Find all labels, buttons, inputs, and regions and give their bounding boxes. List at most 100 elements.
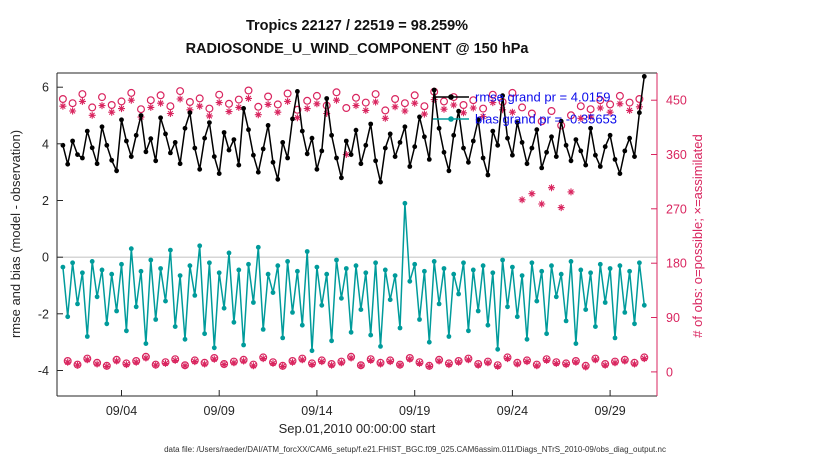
x-axis-label: Sep.01,2010 00:00:00 start: [279, 421, 436, 436]
assimilated-obs-asterisk-icon: [523, 358, 531, 366]
rmse-line-dot-icon: [529, 145, 535, 151]
bias-line-dot-icon: [539, 268, 545, 274]
rmse-line-dot-icon: [104, 142, 110, 148]
bias-line-dot-icon: [124, 328, 129, 334]
bias-line-dot-icon: [80, 270, 85, 276]
assimilated-obs-asterisk-icon: [118, 105, 125, 113]
legend-label-rmse: rmse grand pr = 4.0159: [475, 90, 611, 105]
rmse-line-dot-icon: [211, 154, 217, 160]
bias-line-dot-icon: [275, 263, 281, 269]
bias-line-dot-icon: [216, 270, 222, 276]
bias-line-dot-icon: [588, 270, 593, 276]
rmse-line-dot-icon: [236, 162, 242, 168]
assimilated-obs-asterisk-icon: [386, 358, 394, 366]
rmse-line-dot-icon: [593, 152, 598, 158]
bias-line-dot-icon: [480, 263, 486, 269]
assimilated-obs-asterisk-icon: [171, 356, 179, 364]
bias-line-dot-icon: [514, 314, 520, 320]
rmse-line-dot-icon: [617, 171, 623, 177]
right-y-tick-label: 90: [666, 311, 680, 325]
left-y-tick-label: 0: [42, 251, 49, 265]
assimilated-obs-asterisk-icon: [191, 358, 199, 366]
bias-line-dot-icon: [329, 338, 334, 344]
rmse-line-dot-icon: [480, 155, 486, 161]
assimilated-obs-asterisk-icon: [543, 356, 551, 364]
bias-line-dot-icon: [602, 300, 608, 305]
assimilated-obs-asterisk-icon: [318, 358, 326, 366]
assimilated-obs-asterisk-icon: [328, 361, 336, 369]
assimilated-obs-asterisk-icon: [142, 354, 150, 362]
right-y-axis-label: # of obs: o=possible; ×=assimilated: [690, 134, 705, 337]
assimilated-obs-asterisk-icon: [313, 100, 321, 108]
assimilated-obs-asterisk-icon: [582, 363, 590, 371]
rmse-line-dot-icon: [353, 127, 359, 133]
possible-obs-circle-icon: [508, 88, 517, 97]
possible-obs-circle-icon: [586, 105, 595, 114]
bias-line-dot-icon: [339, 295, 344, 301]
possible-obs-circle-icon: [391, 94, 400, 103]
assimilated-obs-asterisk-icon: [425, 362, 433, 370]
bias-line-dot-icon: [353, 263, 359, 269]
rmse-line-dot-icon: [553, 154, 559, 160]
rmse-line-dot-icon: [251, 152, 256, 158]
bias-line-dot-icon: [246, 261, 251, 267]
bias-line-dot-icon: [637, 260, 642, 266]
bias-line-dot-icon: [510, 264, 515, 270]
bias-line-dot-icon: [168, 247, 173, 253]
rmse-line-dot-icon: [500, 93, 505, 99]
assimilated-obs-asterisk-icon: [108, 108, 116, 116]
rmse-line-dot-icon: [387, 131, 393, 137]
assimilated-obs-asterisk-icon: [464, 356, 472, 364]
bias-line-dot-icon: [324, 271, 330, 277]
possible-obs-circle-icon: [625, 98, 634, 107]
assimilated-obs-asterisk-icon: [396, 361, 404, 369]
assimilated-obs-asterisk-icon: [347, 354, 355, 362]
assimilated-obs-asterisk-icon: [254, 111, 262, 119]
rmse-line-dot-icon: [641, 74, 647, 79]
bias-line-dot-icon: [334, 257, 339, 263]
assimilated-obs-asterisk-icon: [269, 359, 277, 367]
possible-obs-circle-icon: [420, 102, 429, 111]
possible-obs-circle-icon: [352, 93, 361, 102]
possible-obs-circle-icon: [342, 103, 351, 112]
possible-obs-circle-icon: [127, 88, 136, 97]
rmse-line-dot-icon: [177, 161, 183, 167]
assimilated-obs-asterisk-icon: [176, 95, 184, 103]
assimilated-obs-asterisk-icon: [440, 105, 448, 113]
left-y-axis-label: rmse and bias (model - observation): [8, 130, 23, 338]
rmse-line-dot-icon: [314, 166, 320, 172]
legend-bias-dot-icon: [448, 116, 454, 122]
right-y-tick-label: 450: [666, 94, 687, 108]
assimilated-obs-asterisk-icon: [342, 151, 350, 158]
bias-line-dot-icon: [573, 341, 579, 346]
bias-line-dot-icon: [417, 317, 422, 322]
bias-line-dot-icon: [207, 260, 212, 266]
possible-obs-circle-icon: [215, 90, 224, 99]
rmse-line-dot-icon: [397, 140, 403, 145]
assimilated-obs-asterisk-icon: [631, 360, 638, 368]
bias-line: [60, 200, 647, 354]
rmse-line-dot-icon: [94, 161, 100, 167]
rmse-line-dot-icon: [436, 125, 442, 131]
rmse-line-dot-icon: [80, 155, 85, 161]
bias-line-dot-icon: [524, 336, 530, 342]
assimilated-obs-asterisk-icon: [513, 360, 521, 368]
left-y-tick-label: 4: [42, 137, 49, 151]
possible-obs-circle-icon: [547, 106, 556, 115]
assimilated-obs-asterisk-icon: [127, 96, 135, 104]
legend-rmse-dot-icon: [448, 94, 454, 100]
rmse-line-dot-icon: [207, 120, 212, 125]
assimilated-obs-asterisk-icon: [499, 106, 507, 114]
rmse-line-dot-icon: [549, 134, 554, 140]
bias-line-dot-icon: [583, 307, 589, 312]
assimilated-obs-asterisk-icon: [611, 359, 619, 367]
rmse-line-dot-icon: [363, 142, 369, 148]
bias-line-dot-icon: [153, 317, 159, 322]
possible-obs-circle-icon: [606, 100, 615, 109]
bias-line-dot-icon: [148, 257, 154, 263]
assimilated-obs-asterisk-icon: [289, 358, 296, 366]
x-tick-label: 09/09: [204, 404, 235, 418]
assimilated-obs-asterisk-icon: [460, 109, 467, 117]
possible-obs-circle-icon: [479, 104, 488, 113]
